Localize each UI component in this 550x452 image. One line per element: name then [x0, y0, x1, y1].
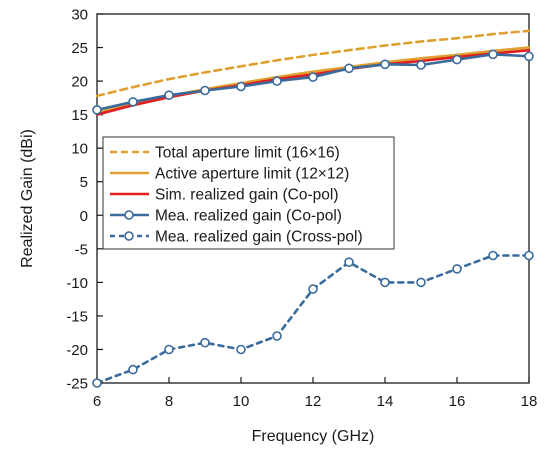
- data-point: [164, 90, 174, 100]
- legend-marker: [124, 231, 134, 241]
- y-tick-label: 15: [71, 107, 88, 124]
- data-point: [524, 51, 534, 62]
- y-tick-label: -25: [66, 376, 88, 393]
- x-tick-label: 18: [521, 393, 538, 410]
- data-point: [200, 337, 210, 348]
- data-point: [236, 344, 246, 355]
- data-point: [380, 277, 390, 288]
- legend-label: Mea. realized gain (Co-pol): [155, 208, 342, 225]
- series-line: [95, 52, 531, 112]
- series-4: [92, 49, 534, 115]
- data-point: [416, 277, 426, 288]
- data-point: [524, 250, 534, 261]
- data-point: [452, 54, 462, 65]
- y-tick-label: -15: [66, 308, 88, 325]
- series-line: [95, 254, 531, 385]
- x-tick-label: 8: [165, 393, 173, 410]
- x-axis-label: Frequency (GHz): [252, 428, 375, 445]
- y-tick-label: 10: [71, 141, 88, 158]
- series-1: [95, 29, 531, 98]
- data-point: [272, 331, 282, 341]
- legend-label: Total aperture limit (16×16): [155, 145, 340, 162]
- data-point: [308, 284, 318, 294]
- legend-item: Mea. realized gain (Cross-pol): [110, 229, 363, 246]
- data-point: [236, 81, 246, 92]
- y-tick-label: -5: [75, 241, 88, 258]
- x-tick-label: 12: [305, 393, 322, 410]
- legend-item: Mea. realized gain (Co-pol): [110, 208, 342, 225]
- data-point: [452, 264, 462, 274]
- series-line: [95, 48, 531, 116]
- series-5: [92, 250, 534, 388]
- legend-label: Active aperture limit (12×12): [155, 166, 349, 183]
- data-point: [488, 49, 498, 60]
- data-point: [128, 97, 138, 107]
- series-line: [95, 29, 531, 98]
- legend-box: [102, 136, 395, 250]
- data-point: [92, 105, 102, 115]
- y-tick-label: 25: [71, 40, 88, 57]
- legend-item: Total aperture limit (16×16): [110, 145, 340, 162]
- data-point: [308, 72, 318, 82]
- x-tick-label: 14: [377, 393, 394, 410]
- series-3: [95, 48, 531, 116]
- data-point: [164, 344, 174, 355]
- legend-label: Mea. realized gain (Cross-pol): [155, 229, 363, 246]
- data-point: [344, 257, 354, 268]
- y-tick-label: -20: [66, 342, 88, 359]
- legend-marker: [124, 210, 134, 220]
- y-tick-label: 5: [80, 174, 88, 191]
- data-point: [416, 60, 426, 70]
- data-point: [128, 364, 138, 375]
- y-axis-label: Realized Gain (dBi): [19, 129, 36, 268]
- y-tick-label: 30: [71, 7, 88, 24]
- legend-label: Sim. realized gain (Co-pol): [155, 187, 339, 204]
- data-point: [344, 63, 354, 74]
- y-tick-label: 0: [80, 208, 88, 225]
- data-point: [272, 76, 282, 86]
- x-tick-label: 16: [449, 393, 466, 410]
- data-point: [380, 59, 390, 70]
- y-tick-label: 20: [71, 74, 88, 91]
- data-point: [92, 378, 102, 388]
- data-point: [488, 250, 498, 261]
- x-tick-label: 10: [233, 393, 250, 410]
- legend-item: Sim. realized gain (Co-pol): [110, 187, 339, 204]
- legend-item: Active aperture limit (12×12): [110, 166, 349, 183]
- data-point: [200, 85, 210, 96]
- y-tick-label: -10: [66, 275, 88, 292]
- x-tick-label: 6: [93, 393, 101, 410]
